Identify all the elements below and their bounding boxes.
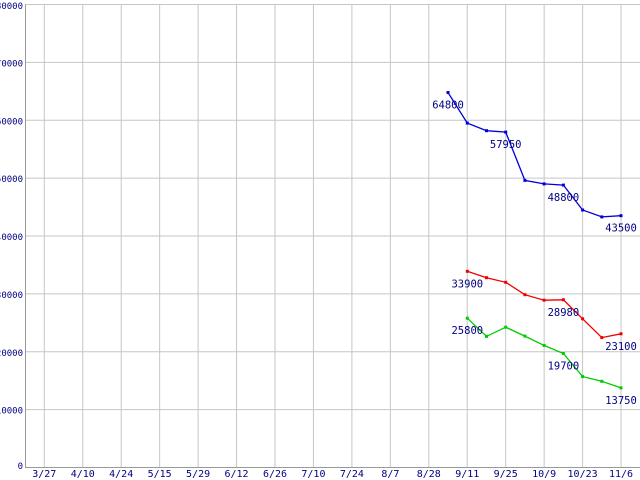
- x-tick-label: 8/7: [381, 469, 399, 480]
- green-series-value-label: 13750: [605, 395, 637, 407]
- green-series-point: [600, 379, 604, 383]
- x-tick-label: 3/27: [32, 469, 56, 480]
- x-tick-label: 6/12: [225, 469, 249, 480]
- green-series-point: [465, 316, 469, 320]
- blue-series-point: [600, 215, 604, 219]
- x-tick-label: 4/10: [71, 469, 95, 480]
- blue-series-point: [561, 183, 565, 187]
- x-tick-label: 6/26: [263, 469, 287, 480]
- green-series-value-label: 25800: [451, 325, 483, 337]
- red-series-value-label: 28980: [548, 307, 580, 319]
- blue-series-point: [542, 182, 546, 186]
- x-tick-label: 7/24: [340, 469, 364, 480]
- blue-series-point: [485, 129, 488, 133]
- blue-series-line: [447, 92, 622, 218]
- red-series-point: [581, 317, 585, 321]
- blue-series-point: [504, 130, 508, 134]
- x-tick-label: 10/9: [532, 469, 556, 480]
- green-series-point: [504, 325, 508, 329]
- blue-series-point: [619, 214, 623, 218]
- x-tick-label: 9/11: [455, 469, 479, 480]
- red-series-value-label: 23100: [605, 341, 637, 353]
- blue-series-value-label: 48800: [548, 192, 580, 204]
- green-series-point: [619, 386, 623, 390]
- y-tick-label: 20000: [0, 349, 23, 359]
- red-series-value-label: 33900: [451, 278, 483, 290]
- red-series-point: [504, 280, 508, 284]
- x-tick-label: 7/10: [301, 469, 325, 480]
- x-tick-label: 4/24: [109, 469, 133, 480]
- blue-series-value-label: 43500: [605, 223, 637, 235]
- green-series-point: [523, 334, 527, 338]
- blue-series-point: [446, 91, 450, 94]
- green-series-point: [542, 343, 546, 347]
- y-tick-label: 30000: [0, 291, 23, 301]
- red-series-point: [523, 293, 527, 297]
- green-series-point: [561, 352, 565, 355]
- blue-series-point: [465, 121, 469, 125]
- green-series-point: [485, 334, 488, 338]
- blue-series-point: [523, 178, 527, 182]
- blue-series-value-label: 64800: [432, 100, 464, 112]
- red-series-point: [619, 332, 623, 336]
- y-tick-label: 10000: [0, 407, 23, 417]
- x-tick-label: 11/6: [609, 469, 633, 480]
- green-series-point: [581, 375, 585, 379]
- red-series-point: [600, 336, 604, 340]
- x-tick-label: 10/23: [568, 469, 598, 480]
- blue-series-value-label: 57950: [490, 139, 522, 151]
- red-series-point: [542, 298, 546, 302]
- x-tick-label: 9/25: [494, 469, 518, 480]
- y-tick-label: 40000: [0, 233, 23, 243]
- x-tick-label: 8/28: [417, 469, 441, 480]
- x-tick-label: 5/29: [186, 469, 210, 480]
- x-tick-label: 5/15: [148, 469, 172, 480]
- red-series-point: [465, 269, 469, 273]
- y-tick-label: 80000: [0, 2, 23, 12]
- red-series-point: [561, 298, 565, 302]
- y-tick-label: 50000: [0, 175, 23, 185]
- green-series-value-label: 19700: [548, 361, 580, 373]
- y-tick-label: 0: [18, 462, 23, 472]
- y-tick-label: 70000: [0, 59, 23, 69]
- blue-series-point: [581, 208, 585, 212]
- y-tick-label: 60000: [0, 117, 23, 127]
- red-series-point: [485, 276, 488, 280]
